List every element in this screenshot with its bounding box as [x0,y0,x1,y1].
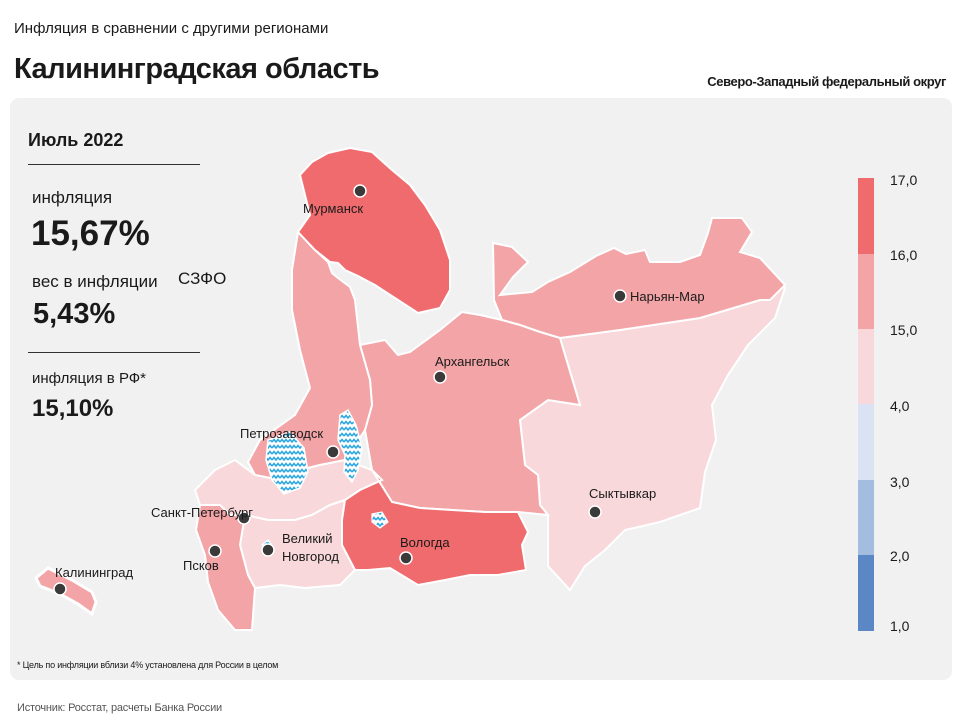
legend-label-6: 2,0 [890,548,910,564]
legend-label-2: 16,0 [890,247,918,263]
legend-swatch-3 [858,329,874,404]
legend-label-1: 17,0 [890,172,918,188]
city-label-petrozavodsk: Петрозаводск [240,426,323,441]
city-label-arkhangelsk: Архангельск [435,354,510,369]
weight-label-suffix: СЗФО [178,269,227,288]
divider-middle [28,352,200,353]
city-label-syktyvkar: Сыктывкар [589,486,656,501]
region-pskov[interactable] [194,504,257,631]
district-label: Северо-Западный федеральный округ [707,74,946,89]
city-label-novgorod-2: Новгород [282,549,339,564]
city-dot-pskov[interactable] [208,544,222,558]
region-nenets[interactable] [491,217,787,340]
city-dot-murmansk[interactable] [353,184,367,198]
legend-swatch-5 [858,480,874,555]
city-dot-petrozavodsk[interactable] [326,445,340,459]
page-supertitle: Инфляция в сравнении с другими регионами [14,20,329,37]
legend-label-3: 15,0 [890,322,918,338]
city-dot-naryan-mar[interactable] [613,289,627,303]
period-label: Июль 2022 [28,130,124,150]
legend-swatch-1 [858,178,874,254]
legend-swatch-2 [858,254,874,329]
city-label-novgorod-1: Великий [282,531,333,546]
legend-swatch-4 [858,404,874,480]
source-note: Источник: Росстат, расчеты Банка России [17,702,222,714]
city-label-vologda: Вологда [400,535,450,550]
region-murmansk[interactable] [296,146,451,315]
legend-swatch-6 [858,555,874,631]
legend-label-5: 3,0 [890,474,910,490]
inflation-value: 15,67% [31,214,150,253]
legend-label-7: 1,0 [890,618,910,634]
rf-inflation-value: 15,10% [32,395,114,422]
city-dot-velikiy-novgorod[interactable] [261,543,275,557]
city-label-naryan-mar: Нарьян-Мар [630,289,705,304]
city-dot-syktyvkar[interactable] [588,505,602,519]
weight-label: вес в инфляции СЗФО [32,269,226,292]
lake-ladoga [265,431,309,495]
city-label-pskov: Псков [183,558,219,573]
lake-beloye [371,511,389,529]
city-dot-arkhangelsk[interactable] [433,370,447,384]
legend-label-4: 4,0 [890,398,910,414]
region-vologda[interactable] [341,469,530,587]
city-label-spb: Санкт-Петербург [151,505,253,520]
footnote: * Цель по инфляции вблизи 4% установлена… [17,660,279,670]
rf-inflation-label: инфляция в РФ* [32,370,147,387]
city-label-kaliningrad: Калининград [55,565,133,580]
city-dot-kaliningrad[interactable] [53,582,67,596]
city-dot-spb[interactable] [237,511,251,525]
page-title: Калининградская область [14,53,380,85]
lake-onega [337,408,363,484]
city-dot-vologda[interactable] [399,551,413,565]
inflation-label: инфляция [32,188,113,207]
divider-top [28,164,200,165]
weight-label-text: вес в инфляции [32,272,158,291]
city-label-murmansk: Мурманск [303,201,363,216]
weight-value: 5,43% [33,298,116,330]
